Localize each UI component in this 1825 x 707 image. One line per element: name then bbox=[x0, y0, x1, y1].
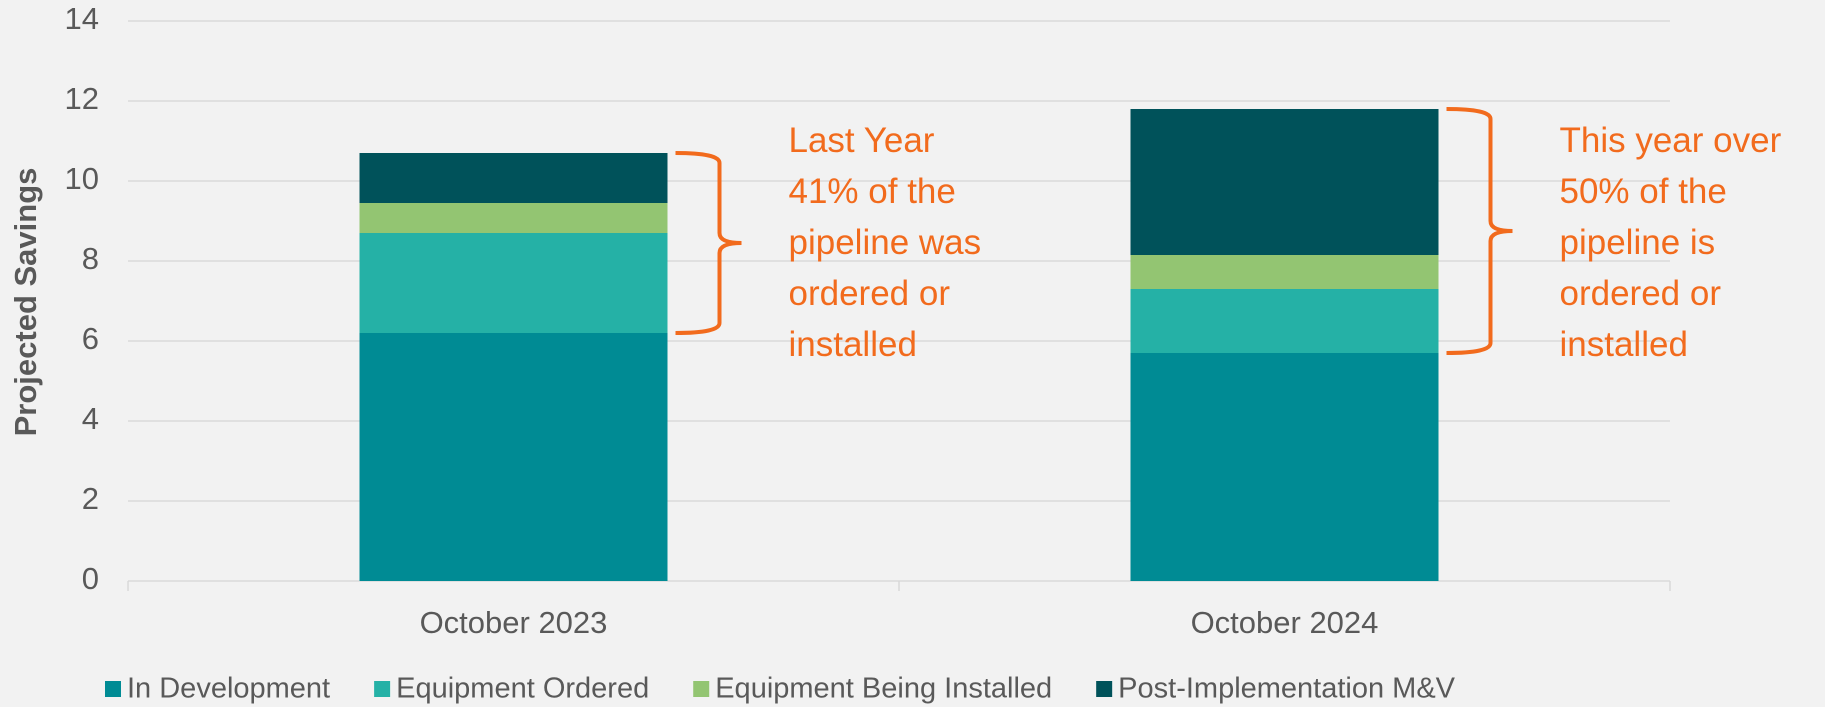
annotation-line: Last Year bbox=[789, 121, 935, 160]
annotation-line: pipeline is bbox=[1560, 223, 1716, 262]
legend-label: Equipment Ordered bbox=[396, 673, 649, 705]
annotation: Last Year 41% of the pipeline was ordered o… bbox=[789, 121, 982, 364]
y-tick-label: 8 bbox=[82, 241, 99, 276]
y-tick-label: 2 bbox=[82, 481, 99, 516]
y-tick-label: 14 bbox=[65, 1, 99, 36]
y-tick-label: 4 bbox=[82, 401, 99, 436]
legend-label: In Development bbox=[127, 673, 330, 705]
annotation-line: 41% of the bbox=[789, 172, 956, 211]
y-tick-label: 6 bbox=[82, 321, 99, 356]
legend-swatch bbox=[693, 681, 710, 697]
bar-segment bbox=[359, 333, 668, 581]
y-tick-label: 12 bbox=[65, 81, 99, 116]
bar-segment bbox=[1130, 289, 1439, 353]
legend-label: Post-Implementation M&V bbox=[1118, 673, 1456, 705]
annotation-line: ordered or bbox=[1560, 274, 1722, 313]
brace bbox=[1446, 107, 1513, 355]
bar-segment bbox=[1130, 353, 1439, 581]
legend-swatch bbox=[105, 681, 121, 697]
annotation-line: This year over bbox=[1560, 121, 1782, 160]
legend-swatch bbox=[1096, 681, 1113, 697]
annotation-line: ordered or bbox=[789, 274, 951, 313]
x-tick-label: October 2023 bbox=[420, 605, 608, 640]
bar-segment bbox=[1130, 255, 1439, 289]
y-tick-label: 0 bbox=[82, 561, 99, 596]
y-tick-label: 10 bbox=[65, 161, 99, 196]
annotation: This year over 50% of the pipeline is order… bbox=[1560, 121, 1782, 364]
bar-segment bbox=[359, 203, 668, 233]
bar-segment bbox=[359, 153, 668, 203]
brace bbox=[675, 151, 742, 335]
y-axis-label: Projected Savings bbox=[8, 168, 43, 437]
x-tick-label: October 2024 bbox=[1191, 605, 1379, 640]
annotation-line: pipeline was bbox=[789, 223, 982, 262]
annotation-line: 50% of the bbox=[1560, 172, 1727, 211]
bar-segment bbox=[359, 233, 668, 333]
legend-label: Equipment Being Installed bbox=[715, 673, 1052, 705]
annotation-line: installed bbox=[789, 325, 917, 364]
bar-segment bbox=[1130, 109, 1439, 255]
legend-swatch bbox=[374, 681, 391, 697]
annotation-line: installed bbox=[1560, 325, 1688, 364]
